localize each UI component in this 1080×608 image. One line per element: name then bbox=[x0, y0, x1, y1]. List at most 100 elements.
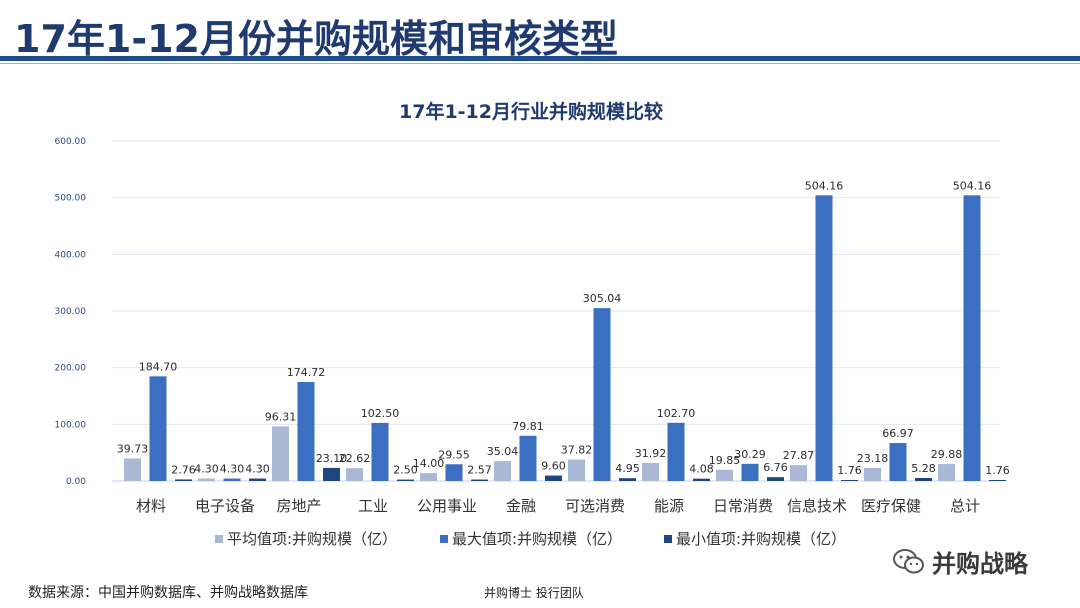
bar bbox=[864, 467, 881, 481]
y-tick-label: 200.00 bbox=[55, 364, 87, 374]
bar bbox=[716, 469, 733, 481]
bar bbox=[198, 478, 215, 481]
data-label: 30.29 bbox=[734, 448, 766, 461]
x-tick-label: 材料 bbox=[136, 497, 166, 515]
bar bbox=[593, 308, 611, 481]
x-tick-label: 房地产 bbox=[276, 497, 321, 515]
chart-title: 17年1-12月行业并购规模比较 bbox=[399, 100, 663, 123]
data-label: 2.76 bbox=[171, 463, 196, 476]
data-label: 184.70 bbox=[139, 360, 178, 373]
bar bbox=[297, 381, 315, 481]
data-label: 504.16 bbox=[805, 179, 844, 192]
y-tick-label: 400.00 bbox=[55, 250, 87, 260]
data-label: 2.50 bbox=[393, 464, 418, 477]
wechat-icon bbox=[893, 548, 924, 573]
data-label: 1.76 bbox=[837, 464, 862, 477]
data-label: 29.88 bbox=[931, 448, 963, 461]
bar bbox=[989, 480, 1006, 481]
bar bbox=[693, 478, 710, 481]
data-label: 35.04 bbox=[487, 445, 519, 458]
bar bbox=[938, 464, 955, 481]
data-label: 1.76 bbox=[985, 464, 1010, 477]
watermark-text: 并购战略 bbox=[932, 550, 1028, 578]
x-tick-label: 日常消费 bbox=[713, 497, 773, 515]
data-label: 23.18 bbox=[857, 452, 889, 465]
data-label: 31.92 bbox=[635, 447, 667, 460]
data-source: 数据来源：中国并购数据库、并购战略数据库 bbox=[28, 585, 308, 601]
bar bbox=[149, 376, 167, 481]
bar bbox=[915, 478, 932, 481]
title-divider-thin bbox=[0, 63, 1080, 64]
data-label: 4.30 bbox=[220, 463, 245, 476]
y-tick-label: 100.00 bbox=[55, 420, 87, 430]
data-label: 4.95 bbox=[615, 462, 640, 475]
bar bbox=[519, 435, 537, 481]
bar bbox=[841, 480, 858, 481]
data-label: 504.16 bbox=[953, 179, 992, 192]
legend-swatch bbox=[664, 535, 672, 543]
legend-label: 最小值项:并购规模（亿） bbox=[676, 530, 846, 548]
bar bbox=[619, 478, 636, 481]
bar bbox=[346, 468, 363, 481]
bar bbox=[889, 443, 907, 481]
data-label: 9.60 bbox=[541, 460, 566, 473]
bar bbox=[545, 475, 562, 481]
x-tick-label: 能源 bbox=[654, 497, 684, 515]
data-label: 79.81 bbox=[512, 420, 544, 433]
bar bbox=[471, 479, 488, 481]
bar bbox=[249, 478, 266, 481]
data-label: 4.08 bbox=[689, 463, 714, 476]
bar-chart: 17年1-12月行业并购规模比较 0.00 100.00 200.00 300.00 40… bbox=[55, 100, 1010, 548]
bar bbox=[815, 195, 833, 481]
data-label: 102.70 bbox=[657, 407, 696, 420]
bar bbox=[767, 477, 784, 481]
bar bbox=[568, 459, 585, 481]
data-label: 14.00 bbox=[413, 457, 445, 470]
legend-swatch bbox=[215, 535, 223, 543]
x-tick-label: 工业 bbox=[358, 497, 388, 515]
bar bbox=[323, 467, 340, 481]
bar bbox=[494, 461, 511, 481]
x-tick-label: 金融 bbox=[506, 497, 536, 515]
watermark: 并购战略 bbox=[892, 544, 1028, 579]
title-divider bbox=[0, 56, 1080, 61]
data-label: 102.50 bbox=[361, 407, 400, 420]
data-label: 29.55 bbox=[438, 448, 470, 461]
data-label: 27.87 bbox=[783, 449, 815, 462]
team-credit: 并购博士 投行团队 bbox=[484, 586, 584, 600]
x-tick-label: 总计 bbox=[950, 497, 980, 515]
x-tick-label: 可选消费 bbox=[565, 497, 625, 515]
bar bbox=[642, 462, 659, 481]
bar bbox=[397, 479, 414, 481]
data-label: 4.30 bbox=[245, 463, 270, 476]
x-tick-label: 公用事业 bbox=[417, 497, 477, 515]
bar bbox=[175, 479, 192, 481]
bar bbox=[445, 464, 463, 481]
bar bbox=[667, 422, 685, 481]
x-tick-label: 信息技术 bbox=[787, 497, 847, 515]
data-label: 305.04 bbox=[583, 292, 622, 305]
data-label: 37.82 bbox=[561, 444, 593, 457]
data-label: 96.31 bbox=[265, 410, 297, 423]
data-label: 174.72 bbox=[287, 366, 326, 379]
data-label: 22.62 bbox=[339, 452, 371, 465]
y-tick-label: 600.00 bbox=[55, 137, 87, 147]
bar bbox=[420, 473, 437, 481]
bar bbox=[223, 478, 241, 481]
legend-label: 平均值项:并购规模（亿） bbox=[227, 530, 397, 548]
data-label: 23.10 bbox=[316, 452, 348, 465]
x-tick-label: 电子设备 bbox=[195, 497, 255, 515]
legend-swatch bbox=[440, 535, 448, 543]
data-label: 19.85 bbox=[709, 454, 741, 467]
bar bbox=[371, 422, 389, 481]
bar bbox=[124, 458, 141, 481]
y-tick-label: 500.00 bbox=[55, 194, 87, 204]
bar bbox=[272, 426, 289, 481]
legend-label: 最大值项:并购规模（亿） bbox=[452, 530, 622, 548]
page-title: 17年1-12月份并购规模和审核类型 bbox=[14, 17, 618, 61]
data-label: 6.76 bbox=[763, 461, 788, 474]
x-tick-label: 医疗保健 bbox=[861, 497, 921, 515]
data-label: 4.30 bbox=[194, 463, 219, 476]
data-label: 5.28 bbox=[911, 462, 936, 475]
data-label: 2.57 bbox=[467, 464, 492, 477]
